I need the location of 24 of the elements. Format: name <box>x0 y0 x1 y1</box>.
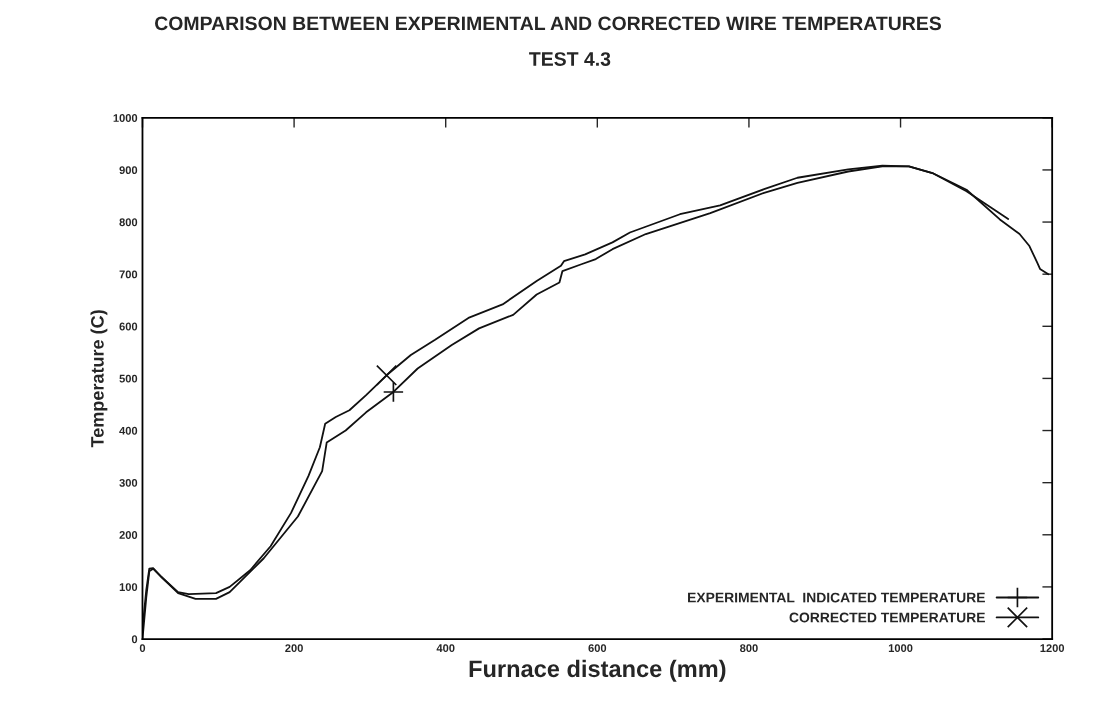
y-tick-label: 100 <box>119 583 138 592</box>
y-tick-label: 0 <box>131 635 138 644</box>
legend-label: CORRECTED TEMPERATURE <box>789 612 985 623</box>
x-axis-title: Furnace distance (mm) <box>469 659 726 682</box>
x-tick-label: 400 <box>436 644 455 653</box>
y-tick-label: 600 <box>119 322 138 331</box>
x-tick-label: 0 <box>139 644 146 653</box>
y-tick-label: 800 <box>119 218 138 227</box>
y-tick-label: 300 <box>119 478 138 487</box>
y-axis-title: Temperature (C) <box>90 310 108 448</box>
y-tick-label: 1000 <box>113 114 138 122</box>
chart-title: COMPARISON BETWEEN EXPERIMENTAL AND CORRECTED WIRE TEMPERATURES <box>155 16 942 31</box>
legend-label: EXPERIMENTAL INDICATED TEMPERATURE <box>688 592 985 603</box>
x-tick-label: 600 <box>588 644 607 653</box>
y-tick-label: 700 <box>119 270 138 279</box>
x-tick-label: 1000 <box>888 644 913 653</box>
x-tick-label: 200 <box>285 644 303 653</box>
x-tick-label: 1200 <box>1040 644 1065 653</box>
y-tick-label: 200 <box>119 531 138 539</box>
y-tick-label: 900 <box>119 166 138 175</box>
y-tick-label: 500 <box>119 374 138 383</box>
x-tick-label: 800 <box>740 644 758 653</box>
y-tick-label: 400 <box>119 426 138 435</box>
chart-subtitle: TEST 4.3 <box>529 52 611 66</box>
